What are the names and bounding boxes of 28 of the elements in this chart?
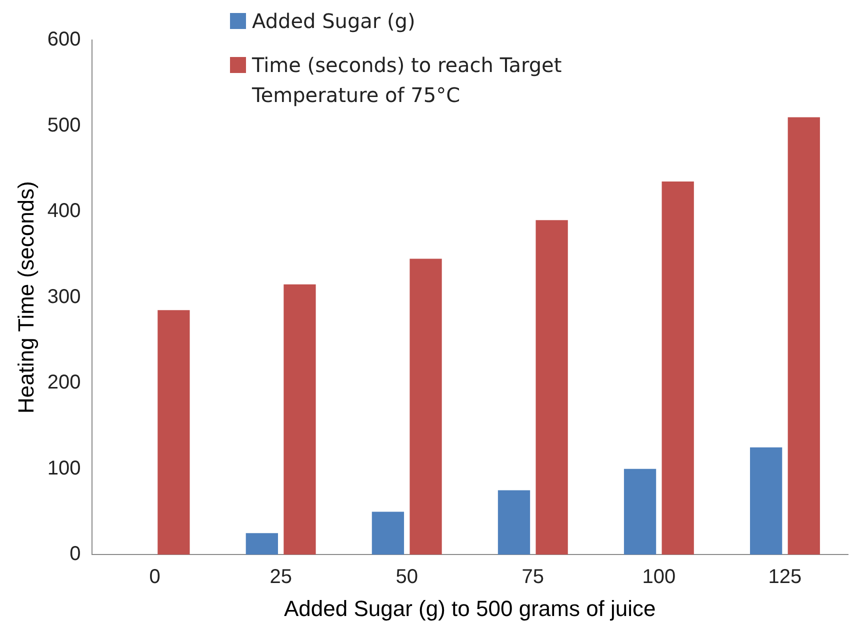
x-tick-label: 25	[270, 566, 292, 588]
bar	[624, 468, 656, 555]
y-tick-label: 200	[47, 372, 81, 394]
x-tick-label: 125	[768, 566, 802, 588]
x-tick-label: 75	[522, 566, 544, 588]
y-tick-label: 600	[47, 28, 81, 51]
bar	[246, 533, 278, 555]
y-tick-label: 300	[47, 286, 81, 308]
bar	[158, 310, 190, 555]
bar	[410, 258, 442, 555]
x-tick-label: 100	[642, 566, 676, 588]
bar	[372, 512, 404, 555]
y-tick-label: 500	[47, 114, 81, 136]
x-tick-label: 0	[149, 566, 160, 588]
y-axis-title: Heating Time (seconds)	[13, 181, 38, 414]
legend-label: Time (seconds) to reach Target Temperature of 75°C	[252, 52, 563, 109]
legend-label: Added Sugar (g)	[252, 8, 416, 35]
bar	[750, 447, 782, 555]
x-tick-label: 50	[396, 566, 418, 588]
bar	[788, 117, 820, 555]
bar	[662, 182, 694, 555]
y-tick-label: 100	[47, 457, 81, 480]
bar	[536, 220, 568, 555]
y-tick-label: 0	[70, 543, 81, 566]
bar	[498, 490, 530, 555]
bar	[284, 284, 316, 555]
y-tick-label: 400	[47, 200, 81, 222]
x-axis-title: Added Sugar (g) to 500 grams of juice	[284, 596, 656, 621]
